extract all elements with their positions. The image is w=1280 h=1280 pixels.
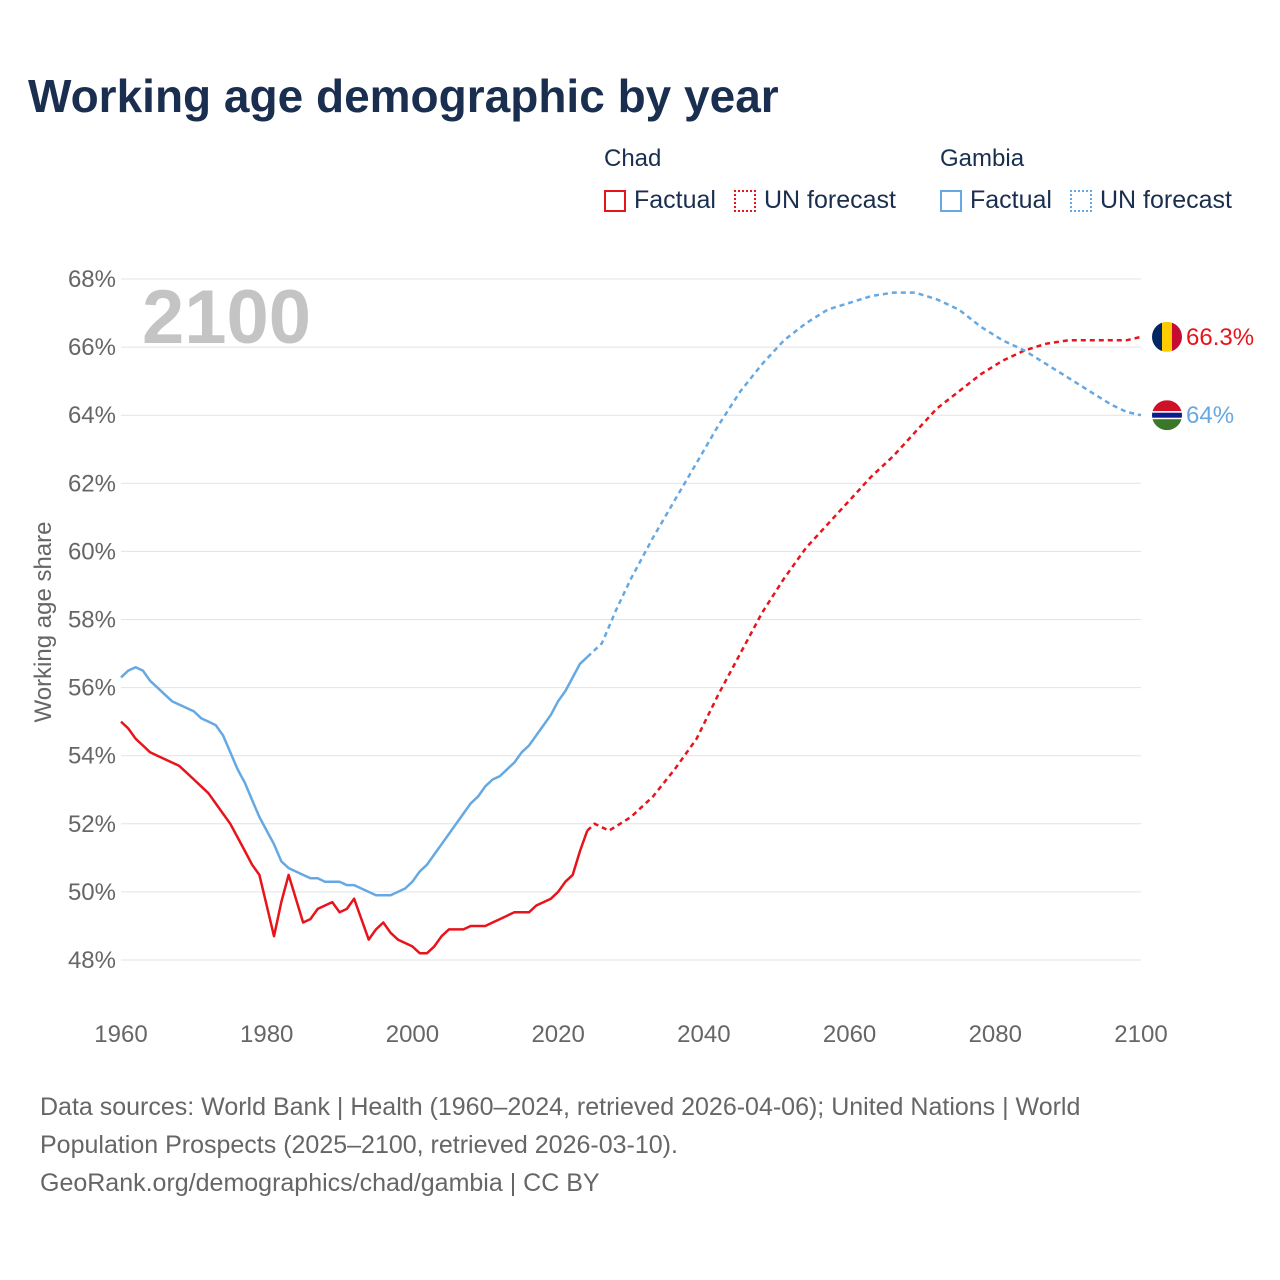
- chad-end-label: 66.3%: [1186, 324, 1254, 351]
- series-lines: [120, 291, 1142, 955]
- gambia-forecast-line: [586, 291, 1142, 658]
- gambia-flag: [1152, 400, 1182, 431]
- y-axis: 48% 50% 52% 54% 56% 58% 60% 62% 64% 66% 68%: [68, 266, 116, 974]
- chad-flag: [1152, 321, 1182, 352]
- footer-credit-link[interactable]: GeoRank.org/demographics/chad/gambia | C…: [40, 1169, 600, 1197]
- legend-swatch-dotted: [1069, 189, 1092, 212]
- x-tick-label: 2100: [1114, 1021, 1167, 1048]
- legend-label: Factual: [634, 186, 716, 214]
- footer: Data sources: World Bank | Health (1960–…: [40, 1088, 1220, 1202]
- legend-group-chad: Chad Factual UN forecast: [604, 144, 914, 215]
- x-tick-label: 1980: [240, 1021, 293, 1048]
- flag-stripe-blue: [1152, 412, 1182, 418]
- y-tick-label: 64%: [68, 402, 116, 429]
- y-tick-label: 54%: [68, 743, 116, 770]
- legend-item-gambia-factual[interactable]: Factual: [940, 186, 1052, 215]
- legend-item-gambia-forecast[interactable]: UN forecast: [1069, 186, 1232, 215]
- x-tick-label: 2060: [823, 1021, 876, 1048]
- y-axis-label: Working age share: [30, 522, 57, 723]
- end-labels: 66.3% 64%: [1152, 321, 1254, 431]
- legend-label: UN forecast: [1099, 186, 1232, 214]
- x-axis: 1960 1980 2000 2020 2040 2060 2080 2100: [94, 1021, 1167, 1048]
- y-tick-label: 56%: [68, 675, 116, 702]
- flag-stripe-red: [1152, 400, 1182, 412]
- legend-label: Factual: [970, 186, 1052, 214]
- y-tick-label: 60%: [68, 538, 116, 565]
- y-tick-label: 52%: [68, 811, 116, 838]
- y-tick-label: 66%: [68, 334, 116, 361]
- flag-stripe-yellow: [1162, 321, 1172, 352]
- legend-swatch-solid: [940, 189, 962, 212]
- y-tick-label: 68%: [68, 266, 116, 293]
- x-tick-label: 2020: [531, 1021, 584, 1048]
- x-tick-label: 2000: [386, 1021, 439, 1048]
- chad-forecast-line: [586, 335, 1142, 833]
- y-tick-label: 50%: [68, 879, 116, 906]
- chart-title: Working age demographic by year: [28, 70, 779, 122]
- y-tick-label: 48%: [68, 947, 116, 974]
- legend-group-name: Gambia: [940, 145, 1025, 172]
- y-tick-label: 58%: [68, 607, 116, 634]
- x-tick-label: 1960: [94, 1021, 147, 1048]
- legend-group-name: Chad: [604, 145, 662, 172]
- gridlines: [121, 278, 1141, 961]
- legend-group-gambia: Gambia Factual UN forecast: [940, 144, 1250, 215]
- gambia-factual-line: [120, 656, 589, 897]
- flag-stripe-green: [1152, 419, 1182, 431]
- footer-source-line-2: Population Prospects (2025–2100, retriev…: [40, 1131, 678, 1159]
- y-tick-label: 62%: [68, 470, 116, 497]
- legend-swatch-solid: [604, 189, 626, 212]
- legend-label: UN forecast: [763, 186, 896, 214]
- flag-stripe-red: [1172, 321, 1182, 352]
- footer-source-line-1: Data sources: World Bank | Health (1960–…: [40, 1093, 1081, 1121]
- legend-item-chad-forecast[interactable]: UN forecast: [733, 186, 896, 215]
- chad-factual-line: [120, 720, 589, 955]
- legend-item-chad-factual[interactable]: Factual: [604, 186, 716, 215]
- line-chart: 2100 48% 50% 52% 54% 56% 58% 60% 62% 64% 66% 68% 1…: [30, 266, 1254, 1048]
- flag-stripe-blue: [1152, 321, 1162, 352]
- x-tick-label: 2040: [677, 1021, 730, 1048]
- x-tick-label: 2080: [969, 1021, 1022, 1048]
- year-watermark: 2100: [142, 275, 311, 360]
- gambia-end-label: 64%: [1186, 402, 1234, 429]
- legend-swatch-dotted: [733, 189, 756, 212]
